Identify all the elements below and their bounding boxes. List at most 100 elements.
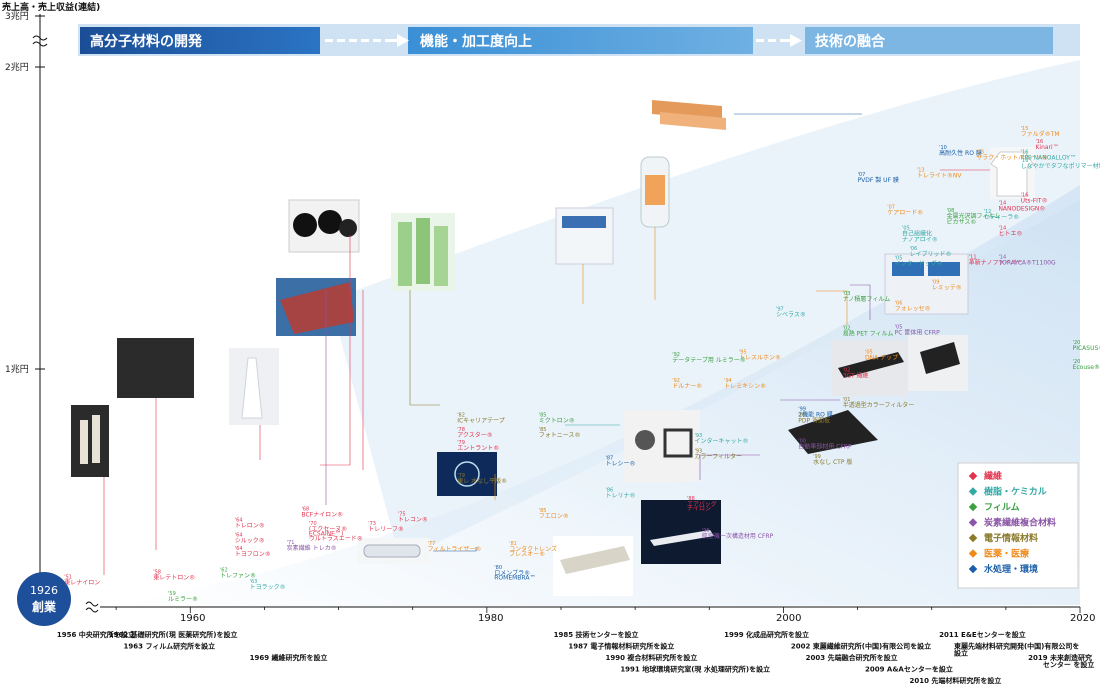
item-label: ブレスオー® <box>509 550 545 558</box>
item-label: NANODESIGN® <box>998 206 1045 213</box>
legend-label: 水処理・環境 <box>984 563 1038 575</box>
item-label: PICASUS®VT <box>1073 345 1100 352</box>
photo-contact-lens <box>437 452 497 496</box>
product-labels: '51東レナイロン'59ルミラー®'58東レテトロン®'62トレファン®'63ト… <box>64 126 1100 603</box>
item-year: '03 <box>843 291 851 297</box>
item-label: TORAYCA®T1100G <box>997 259 1056 266</box>
item-year: '64 <box>235 546 243 552</box>
item-label: トレロン® <box>235 522 265 529</box>
item-year: '85 <box>539 413 547 419</box>
item-label: ナイロン <box>687 506 711 513</box>
y-axis-title: 売上高・売上収益(連結) <box>2 1 100 13</box>
item-label: ナノアロイ® <box>902 237 938 244</box>
item-year: '11 <box>969 254 977 260</box>
item-year: '14 <box>998 254 1006 260</box>
research-event: 2011 E&Eセンターを設立 <box>939 630 1026 639</box>
item-year: '05 <box>895 324 903 330</box>
item-year: '10 <box>939 145 947 151</box>
item-label: シベラス® <box>776 312 806 319</box>
legend-marker <box>968 533 978 543</box>
item-year: '78 <box>457 427 465 433</box>
item-label: 水なし CTP 版 <box>813 458 852 466</box>
item-year: '93 <box>694 433 702 439</box>
item-label: トレリーフ® <box>368 526 404 533</box>
item-year: '14 <box>998 226 1006 232</box>
item-label: シルック® <box>235 538 265 545</box>
item-label: インターキャット® <box>694 437 748 445</box>
photo-yarn-spools <box>71 405 109 477</box>
research-event: 2019 未来創造研究 <box>1028 653 1092 662</box>
research-event: 1969 繊維研究所を設立 <box>250 653 328 662</box>
item-label: フォレッセ® <box>895 306 931 313</box>
item-year: '70 <box>309 521 317 527</box>
item-label: Uts-FIT® <box>1021 197 1048 204</box>
item-label: フォトニース® <box>539 432 581 439</box>
phase-arrow-2 <box>756 34 802 47</box>
phase-band-1 <box>80 27 320 54</box>
item-year: '94 <box>724 378 732 384</box>
legend-marker <box>968 502 978 512</box>
item-year: '97 <box>776 307 784 313</box>
item-year: '92 <box>672 378 680 384</box>
item-label: 炭素繊維 トレカ® <box>287 544 337 552</box>
item-label: トレスルホン® <box>739 354 781 361</box>
item-year: '00 <box>798 439 806 445</box>
item-label: DNA チップ <box>865 354 898 361</box>
research-event: 1999 化成品研究所を設立 <box>724 630 809 639</box>
item-year: '93 <box>694 448 702 454</box>
item-year: '07 <box>858 172 866 178</box>
item-year: '86 <box>605 488 613 494</box>
item-year: '99 <box>798 407 806 413</box>
item-label: ICキャリアテープ <box>457 418 505 425</box>
item-label: セティーラ® <box>984 214 1020 221</box>
item-label: 東レテトロン® <box>153 574 195 582</box>
item-label: ルミラー® <box>168 596 198 603</box>
legend-label: 樹脂・ケミカル <box>984 486 1047 498</box>
item-year: '92 <box>672 352 680 358</box>
item-label: ファルダ®TM <box>1021 130 1060 138</box>
item-year: '88 <box>687 496 695 502</box>
legend-marker <box>968 549 978 558</box>
x-axis-break <box>85 601 99 613</box>
item-label: データテープ用 ルミラー® <box>672 356 746 364</box>
item-year: '14 <box>998 201 1006 207</box>
legend-label: 医薬・医療 <box>984 548 1029 560</box>
research-event: 1962 基礎研究所(現 医薬研究所)を設立 <box>109 630 238 639</box>
phase-label-3: 技術の融合 <box>815 33 886 50</box>
item-label: ヒトエ® <box>998 231 1022 238</box>
product-photos <box>71 92 1035 596</box>
item-label: カラーフィルター <box>694 452 742 460</box>
research-event: 1991 地球環境研究室(現 水処理研究所)を設立 <box>620 665 770 674</box>
item-label: トレコン® <box>398 516 428 523</box>
item-label: エントラント® <box>457 445 499 452</box>
item-year: '07 <box>887 204 895 210</box>
item-label: フエロン® <box>539 513 569 520</box>
item-year: '87 <box>605 455 613 461</box>
item-year: '20 <box>1073 340 1081 346</box>
item-year: '71 <box>287 540 295 546</box>
item-year: '85 <box>539 427 547 433</box>
item-year: '59 <box>168 591 176 597</box>
legend-box <box>957 462 1079 589</box>
item-label: PC 筐体用 CFRP <box>895 328 940 336</box>
item-label: Kinari™ <box>1036 144 1059 151</box>
item-label: 航空機一次構造材用 CFRP <box>702 532 774 540</box>
phase-arrow-1 <box>325 34 409 47</box>
founding-year: 1926 <box>30 584 58 597</box>
research-event: 1987 電子情報材料研究所を設立 <box>568 642 674 651</box>
item-label: フィルトライザー® <box>428 546 482 553</box>
item-label: 革新ナノファイバー <box>969 258 1023 266</box>
item-year: '79 <box>457 473 465 479</box>
photo-factory <box>117 338 194 398</box>
item-year: '64 <box>235 517 243 523</box>
legend-marker <box>968 487 978 496</box>
item-label: ドルナー® <box>672 383 702 390</box>
item-label: 半透過型カラーフィルター <box>843 401 915 409</box>
item-year: '51 <box>64 574 72 580</box>
item-label: サラク・ホットバルーン® <box>976 155 1048 162</box>
item-year: '85 <box>539 508 547 514</box>
item-year: '05 <box>895 255 903 261</box>
phase-band-3 <box>805 27 1053 54</box>
y-tick-3t: 3兆円 <box>5 11 29 22</box>
item-label: 東レナイロン <box>64 578 100 586</box>
